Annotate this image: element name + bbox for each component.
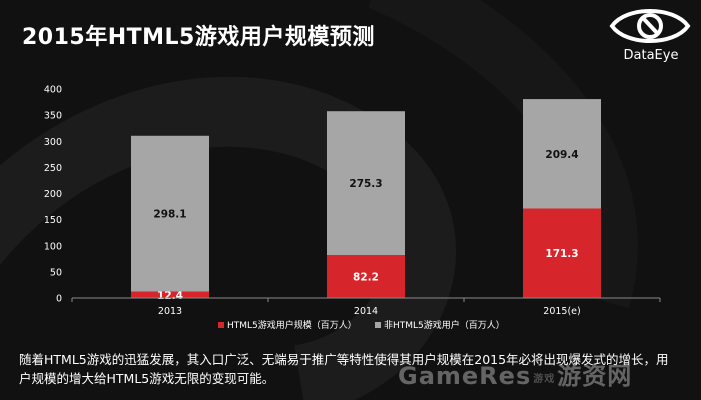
x-tick-label: 2014: [354, 306, 378, 317]
eye-logo-icon: [609, 9, 691, 43]
y-tick-label: 400: [44, 85, 62, 96]
y-tick-label: 150: [44, 215, 62, 226]
caption-text: 随着HTML5游戏的迅猛发展，其入口广泛、无端易于推广等特性使得其用户规模在20…: [19, 352, 669, 386]
data-label: 171.3: [545, 248, 578, 260]
x-axis: 2013 2014 2015(e): [71, 297, 661, 317]
bar-segment-non-html5: [131, 135, 209, 292]
data-label: 12.4: [157, 290, 183, 302]
bar-segment-html5: [131, 291, 209, 298]
x-tick-label: 2013: [158, 306, 182, 317]
bar-segment-html5: [523, 208, 601, 298]
y-tick-label: 100: [44, 241, 62, 252]
bar-segment-html5: [327, 255, 405, 298]
y-tick-label: 0: [56, 294, 62, 305]
page-title: 2015年HTML5游戏用户规模预测: [22, 25, 375, 50]
y-tick-label: 200: [44, 189, 62, 200]
y-tick-label: 300: [44, 137, 62, 148]
data-label: 82.2: [353, 272, 379, 284]
legend-label: HTML5游戏用户规模（百万人）: [227, 319, 357, 331]
watermark-separator: 游戏: [533, 373, 556, 385]
watermark-left: GameRes: [398, 362, 532, 390]
data-label: 275.3: [349, 178, 382, 190]
y-tick-label: 250: [44, 163, 62, 174]
legend: HTML5游戏用户规模（百万人） 非HTML5游戏用户（百万人）: [218, 319, 505, 331]
bar-segment-non-html5: [327, 111, 405, 256]
x-tick-label: 2015(e): [543, 306, 580, 317]
legend-swatch: [375, 322, 381, 328]
y-tick-label: 350: [44, 111, 62, 122]
logo-text: DataEye: [623, 48, 679, 63]
y-tick-label: 50: [50, 267, 62, 278]
watermark-right: 游资网: [557, 362, 633, 390]
bars: 12.4 298.1 82.2 275.3 171.3 209.4: [131, 99, 601, 302]
watermark: GameRes 游戏游资网: [398, 356, 698, 392]
data-label: 298.1: [153, 209, 186, 221]
bar-segment-non-html5: [523, 99, 601, 209]
data-label: 209.4: [545, 149, 578, 161]
legend-swatch: [218, 322, 224, 328]
y-axis: 0 50 100 150 200 250 300 350 400: [44, 85, 62, 305]
legend-label: 非HTML5游戏用户（百万人）: [384, 319, 505, 331]
